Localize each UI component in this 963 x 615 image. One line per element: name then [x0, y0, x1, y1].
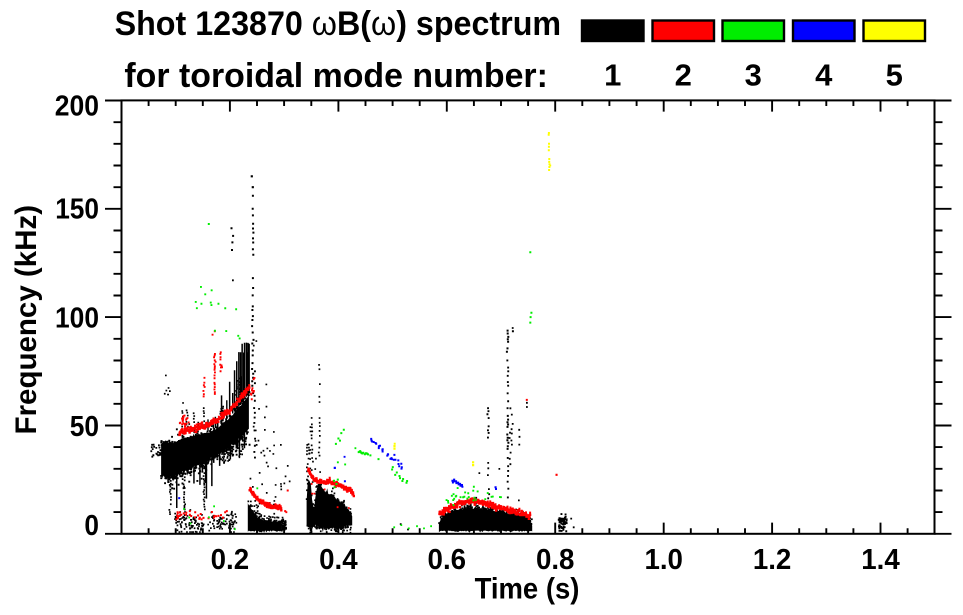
svg-text:4: 4	[815, 57, 833, 92]
svg-text:1.0: 1.0	[644, 544, 683, 576]
svg-text:0.8: 0.8	[536, 544, 575, 576]
svg-text:for toroidal mode number:: for toroidal mode number:	[124, 57, 548, 95]
svg-text:0: 0	[84, 510, 99, 542]
svg-text:3: 3	[745, 57, 762, 92]
svg-text:Shot 123870 ωB(ω) spectrum: Shot 123870 ωB(ω) spectrum	[115, 5, 561, 43]
svg-text:0.2: 0.2	[211, 544, 250, 576]
svg-text:5: 5	[886, 57, 903, 92]
svg-text:100: 100	[55, 302, 99, 334]
svg-text:0.6: 0.6	[428, 544, 467, 576]
svg-text:Time (s): Time (s)	[475, 573, 580, 606]
svg-text:0.4: 0.4	[319, 544, 358, 576]
svg-text:1.4: 1.4	[861, 544, 900, 576]
svg-text:Frequency (kHz): Frequency (kHz)	[10, 205, 43, 435]
svg-text:2: 2	[675, 57, 692, 92]
svg-text:1.2: 1.2	[753, 544, 792, 576]
svg-text:200: 200	[55, 91, 99, 123]
svg-text:1: 1	[604, 57, 621, 92]
svg-text:50: 50	[70, 411, 99, 443]
svg-text:150: 150	[55, 193, 99, 225]
